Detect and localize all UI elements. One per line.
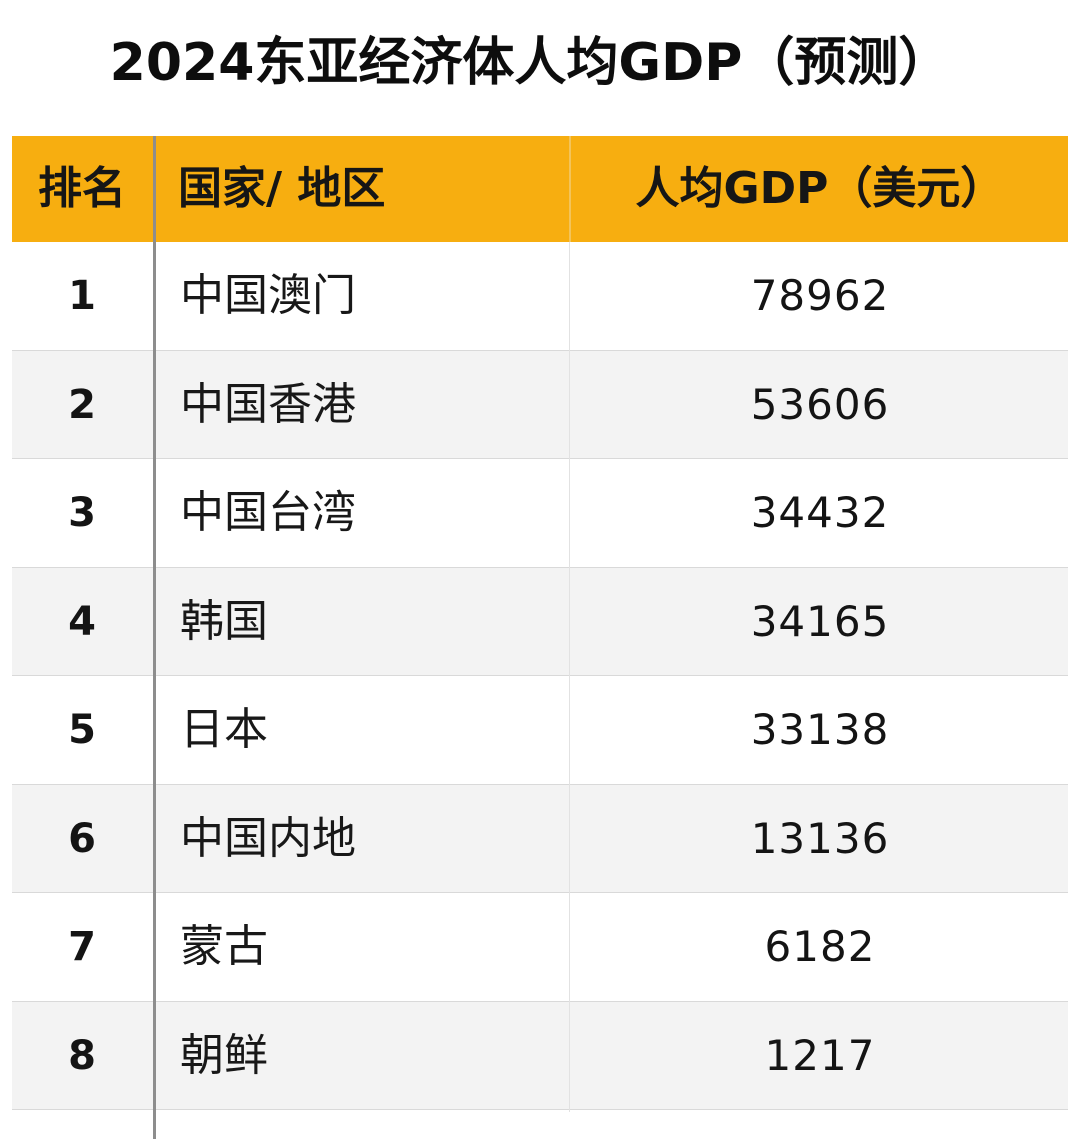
header-divider bbox=[569, 136, 571, 242]
page-title: 2024东亚经济体人均GDP（预测） bbox=[109, 33, 951, 93]
column-divider bbox=[569, 242, 570, 1112]
table-body: 1 中国澳门 78962 2 中国香港 53606 3 中国台湾 34432 4… bbox=[12, 242, 1068, 1134]
gdp-cell: 34432 bbox=[750, 488, 890, 537]
table-row: 5 日本 33138 bbox=[12, 676, 1068, 785]
gdp-cell: 6182 bbox=[764, 922, 876, 971]
name-cell: 日本 bbox=[180, 704, 268, 755]
gdp-cell: 34165 bbox=[750, 596, 890, 646]
table-row: 1 中国澳门 78962 bbox=[12, 242, 1068, 351]
gdp-cell: 78962 bbox=[750, 271, 890, 320]
name-cell: 中国澳门 bbox=[180, 270, 356, 321]
gdp-table: 排名 国家/ 地区 人均GDP（美元） 1 中国澳门 78962 2 中国香港 … bbox=[12, 136, 1068, 1139]
table-row: 8 朝鲜 1217 bbox=[12, 1001, 1068, 1110]
rank-cell: 2 bbox=[68, 381, 96, 428]
column-divider bbox=[153, 136, 156, 1139]
rank-cell: 6 bbox=[68, 815, 96, 862]
header-rank: 排名 bbox=[38, 163, 126, 214]
table-row: 3 中国台湾 34432 bbox=[12, 459, 1068, 568]
name-cell: 中国台湾 bbox=[180, 487, 356, 538]
name-cell: 韩国 bbox=[180, 595, 268, 647]
name-cell: 蒙古 bbox=[180, 921, 268, 972]
rank-cell: 4 bbox=[68, 598, 96, 645]
name-cell: 中国香港 bbox=[180, 378, 356, 430]
rank-cell: 3 bbox=[68, 490, 96, 536]
rank-cell: 5 bbox=[68, 707, 96, 753]
rank-cell: 8 bbox=[68, 1032, 96, 1079]
header-gdp: 人均GDP（美元） bbox=[635, 163, 1005, 214]
name-cell: 朝鲜 bbox=[180, 1029, 268, 1081]
rank-cell: 1 bbox=[68, 273, 96, 319]
header-name: 国家/ 地区 bbox=[178, 163, 386, 214]
gdp-cell: 33138 bbox=[750, 705, 890, 754]
rank-cell: 7 bbox=[68, 924, 96, 970]
table-row: 6 中国内地 13136 bbox=[12, 784, 1068, 893]
gdp-cell: 1217 bbox=[764, 1030, 876, 1080]
gdp-cell: 13136 bbox=[750, 813, 890, 863]
table-row: 4 韩国 34165 bbox=[12, 567, 1068, 676]
table-header: 排名 国家/ 地区 人均GDP（美元） bbox=[12, 136, 1068, 242]
gdp-cell: 53606 bbox=[750, 379, 890, 429]
table-row: 7 蒙古 6182 bbox=[12, 893, 1068, 1002]
table-row-empty bbox=[12, 1110, 1068, 1134]
name-cell: 中国内地 bbox=[180, 812, 356, 864]
table-row: 2 中国香港 53606 bbox=[12, 350, 1068, 459]
